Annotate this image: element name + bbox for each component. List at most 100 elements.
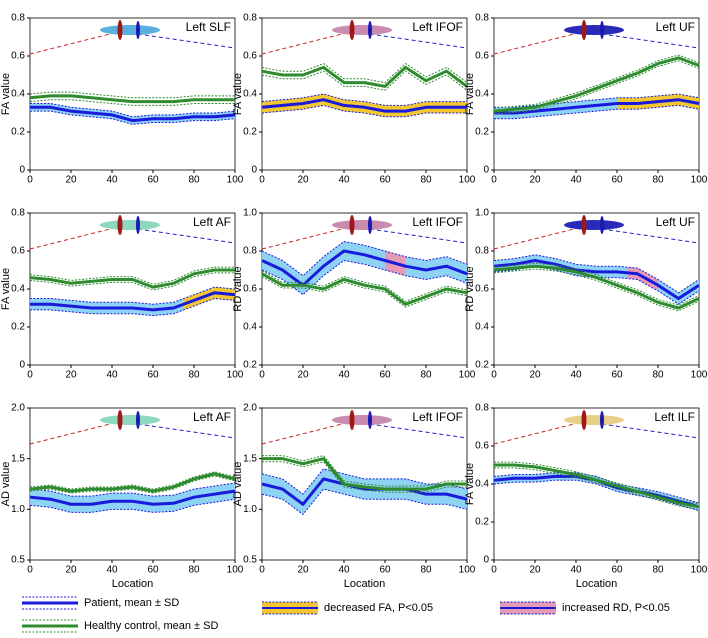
mean-line [494, 463, 700, 509]
x-tick-label: 20 [65, 565, 77, 576]
y-tick-label: 0.6 [11, 246, 25, 257]
panel-title: Left IFOF [412, 20, 463, 34]
x-tick-label: 80 [188, 565, 200, 576]
panel-title: Left UF [656, 215, 695, 229]
y-tick-label: 0.8 [11, 208, 25, 219]
plot-frame [261, 17, 468, 171]
guide-line [137, 228, 236, 244]
panel-title: Left AF [193, 410, 231, 424]
panel-title: Left AF [193, 215, 231, 229]
y-axis-label: FA value [0, 73, 12, 115]
y-tick-label: 0.8 [11, 13, 25, 24]
sd-edge [493, 472, 700, 504]
sd-edge [262, 461, 467, 493]
mean-line [493, 264, 700, 310]
guide-line [261, 226, 351, 250]
sd-edge [30, 286, 236, 305]
x-tick-label: 80 [652, 175, 664, 186]
y-tick-label: 0.5 [11, 555, 25, 566]
y-tick-label: 0 [19, 360, 25, 371]
x-tick-label: 20 [529, 565, 541, 576]
sd-edge [261, 70, 468, 91]
tract [332, 220, 392, 230]
sd-edge [494, 104, 700, 120]
mean-line [261, 477, 468, 506]
sd-edge [261, 104, 467, 118]
guide-line [261, 421, 351, 445]
panel-title: Left ILF [654, 410, 695, 424]
legend-label: Patient, mean ± SD [84, 597, 179, 609]
tract [100, 415, 160, 425]
y-tick-label: 2.0 [243, 403, 257, 414]
legend-label: Healthy control, mean ± SD [84, 620, 218, 632]
y-tick-label: 0.8 [243, 246, 257, 257]
sd-edge [261, 270, 468, 302]
x-tick-label: 80 [188, 175, 200, 186]
tract [100, 220, 160, 230]
tract-section [349, 410, 355, 430]
tract-section [600, 216, 604, 234]
mean-line [262, 457, 467, 491]
x-axis-label: Location [344, 578, 386, 590]
sd-edge [261, 468, 468, 495]
plot-frame [261, 212, 468, 366]
sd-edge [262, 455, 467, 487]
legend-label: increased RD, P<0.05 [562, 602, 670, 614]
tract [564, 220, 624, 230]
x-tick-label: 0 [491, 175, 497, 186]
y-tick-label: 0.2 [243, 127, 257, 138]
sd-edge [29, 471, 236, 490]
y-tick-label: 0.8 [475, 403, 489, 414]
tract-section [117, 20, 123, 40]
sd-band [262, 241, 467, 295]
x-tick-label: 20 [529, 370, 541, 381]
x-tick-label: 100 [691, 370, 708, 381]
y-tick-label: 0 [483, 165, 489, 176]
sd-edge [29, 498, 236, 513]
x-axis-label: Location [576, 578, 618, 590]
x-tick-label: 40 [570, 370, 582, 381]
sd-edge [261, 259, 468, 296]
y-axis-label: FA value [0, 268, 12, 310]
tract-section [581, 20, 587, 40]
y-tick-label: 0.8 [475, 246, 489, 257]
mean-line [494, 98, 700, 115]
y-tick-label: 0.2 [475, 360, 489, 371]
y-tick-label: 1.0 [11, 504, 25, 515]
x-tick-label: 0 [491, 565, 497, 576]
y-tick-label: 0.4 [475, 322, 489, 333]
guide-line [369, 423, 468, 439]
sd-edge [261, 488, 468, 516]
guide-line [369, 33, 468, 49]
sd-edge [493, 479, 700, 512]
y-tick-label: 0.2 [243, 360, 257, 371]
guide-line [601, 33, 700, 49]
x-tick-label: 60 [611, 565, 623, 576]
x-tick-label: 80 [652, 565, 664, 576]
y-axis-label: RD value [232, 266, 244, 311]
x-tick-label: 60 [147, 175, 159, 186]
tract-section [368, 411, 372, 429]
y-tick-label: 0.4 [11, 89, 25, 100]
x-tick-label: 0 [259, 565, 265, 576]
sd-edge [261, 240, 468, 277]
x-tick-label: 60 [379, 370, 391, 381]
plot-frame [29, 407, 236, 561]
guide-line [29, 226, 119, 250]
x-tick-label: 40 [106, 370, 118, 381]
y-axis-label: FA value [464, 73, 476, 115]
sd-edge [30, 110, 236, 125]
x-tick-label: 20 [65, 370, 77, 381]
x-tick-label: 100 [691, 565, 708, 576]
x-tick-label: 80 [420, 370, 432, 381]
tract-section [368, 21, 372, 39]
x-tick-label: 0 [259, 370, 265, 381]
x-tick-label: 20 [297, 370, 309, 381]
y-tick-label: 1.5 [243, 453, 257, 464]
mean-line [261, 98, 467, 113]
guide-line [601, 228, 700, 244]
x-tick-label: 40 [570, 175, 582, 186]
x-tick-label: 0 [27, 370, 33, 381]
x-tick-label: 100 [691, 175, 708, 186]
